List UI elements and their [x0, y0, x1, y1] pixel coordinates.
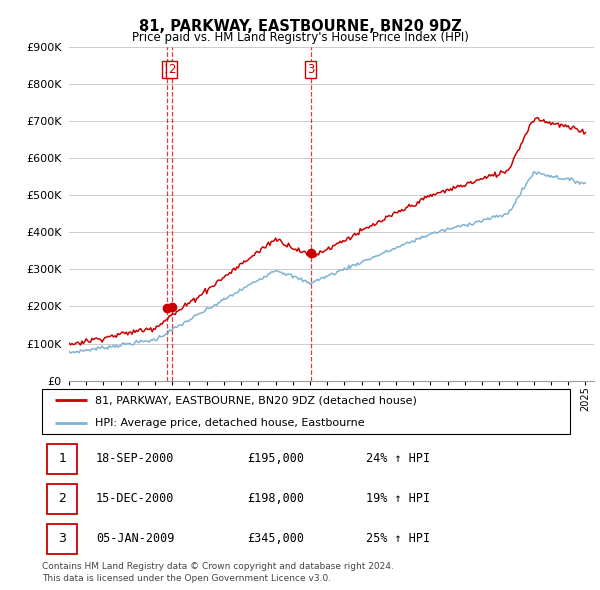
Text: £198,000: £198,000: [247, 493, 304, 506]
Text: 2: 2: [58, 493, 66, 506]
FancyBboxPatch shape: [47, 484, 77, 514]
Text: Contains HM Land Registry data © Crown copyright and database right 2024.: Contains HM Land Registry data © Crown c…: [42, 562, 394, 571]
Text: 18-SEP-2000: 18-SEP-2000: [96, 453, 175, 466]
FancyBboxPatch shape: [47, 444, 77, 474]
Text: HPI: Average price, detached house, Eastbourne: HPI: Average price, detached house, East…: [95, 418, 364, 428]
FancyBboxPatch shape: [47, 524, 77, 554]
Text: 2: 2: [168, 63, 175, 76]
FancyBboxPatch shape: [42, 389, 570, 434]
Text: 24% ↑ HPI: 24% ↑ HPI: [366, 453, 430, 466]
Text: Price paid vs. HM Land Registry's House Price Index (HPI): Price paid vs. HM Land Registry's House …: [131, 31, 469, 44]
Text: 25% ↑ HPI: 25% ↑ HPI: [366, 532, 430, 545]
Text: 3: 3: [58, 532, 66, 545]
Text: 19% ↑ HPI: 19% ↑ HPI: [366, 493, 430, 506]
Text: 81, PARKWAY, EASTBOURNE, BN20 9DZ (detached house): 81, PARKWAY, EASTBOURNE, BN20 9DZ (detac…: [95, 395, 416, 405]
Text: 15-DEC-2000: 15-DEC-2000: [96, 493, 175, 506]
Text: 1: 1: [164, 63, 171, 76]
Text: 05-JAN-2009: 05-JAN-2009: [96, 532, 175, 545]
Text: 81, PARKWAY, EASTBOURNE, BN20 9DZ: 81, PARKWAY, EASTBOURNE, BN20 9DZ: [139, 19, 461, 34]
Text: 1: 1: [58, 453, 66, 466]
Text: £195,000: £195,000: [247, 453, 304, 466]
Text: £345,000: £345,000: [247, 532, 304, 545]
Text: 3: 3: [307, 63, 314, 76]
Text: This data is licensed under the Open Government Licence v3.0.: This data is licensed under the Open Gov…: [42, 574, 331, 583]
